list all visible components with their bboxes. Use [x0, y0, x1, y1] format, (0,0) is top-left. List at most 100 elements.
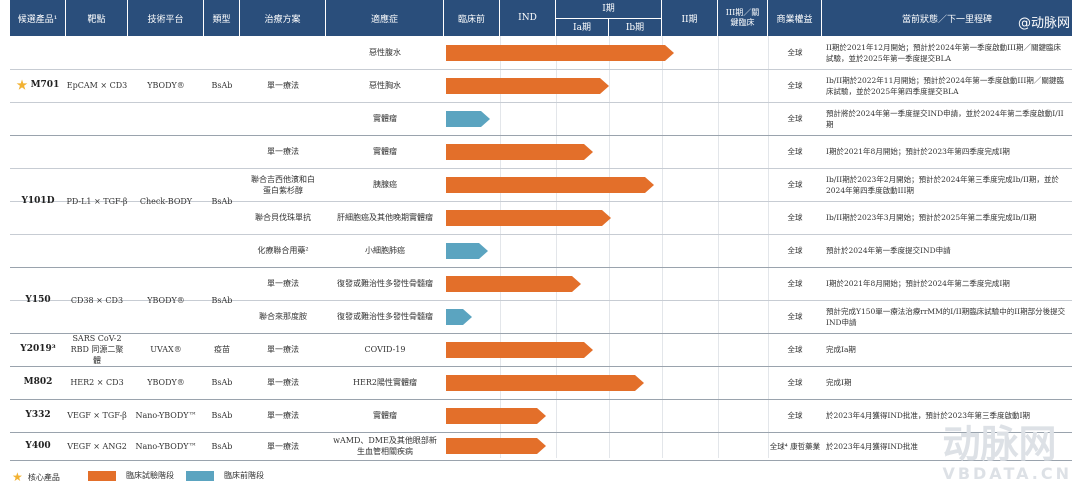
- row-divider: [10, 201, 1072, 202]
- regimen: 聯合吉西他濱和白蛋白紫杉醇: [251, 174, 315, 195]
- commercial-rights: 全球: [787, 213, 803, 222]
- product-platform: Nano-YBODY™: [135, 411, 197, 420]
- legend-core: ★ 核心產品: [12, 470, 60, 484]
- status-milestone: 於2023年4月獲得IND批准，預計於2023年第三季度啟動I期: [826, 411, 1030, 420]
- status-milestone: Ib/II期於2023年3月開始；預計於2025年第二季度完成Ib/II期: [826, 213, 1037, 222]
- regimen: 聯合貝伐珠單抗: [255, 213, 311, 222]
- preclinical-progress-bar: [446, 111, 490, 127]
- product-target: VEGF × TGF-β: [67, 411, 127, 420]
- clinical-progress-bar: [446, 144, 593, 160]
- indication: 小細胞肺癌: [365, 246, 405, 255]
- status-milestone: 完成I期: [826, 378, 852, 387]
- product-target: VEGF × ANG2: [67, 441, 127, 451]
- clinical-progress-bar: [446, 408, 546, 424]
- product-target: PD-L1 × TGF-β: [66, 196, 128, 206]
- row-divider: [10, 168, 1072, 169]
- status-milestone: 預計將於2024年第一季度提交IND申請，並於2024年第二季度啟動I/II期: [826, 108, 1064, 129]
- product-target: EpCAM × CD3: [66, 81, 128, 90]
- col-divider: [718, 36, 719, 458]
- commercial-rights: 全球: [787, 48, 803, 57]
- legend-clinical-swatch: [88, 470, 116, 481]
- group-divider: [10, 399, 1072, 400]
- product-type: BsAb: [211, 295, 233, 305]
- row-divider: [10, 234, 1072, 235]
- status-milestone: Ib/II期於2023年2月開始；預計於2024年第三季度完成Ib/II期，並於…: [826, 174, 1059, 195]
- regimen: 單一療法: [267, 81, 299, 90]
- product-name: Y150: [25, 294, 51, 305]
- commercial-rights: 全球: [787, 147, 803, 156]
- preclinical-progress-bar: [446, 309, 472, 325]
- product-platform: YBODY®: [147, 81, 185, 90]
- commercial-rights: 全球: [787, 180, 803, 189]
- indication: 復發或難治性多發性骨髓瘤: [337, 312, 433, 321]
- commercial-rights: 全球: [787, 246, 803, 255]
- status-milestone: I期於2021年8月開始；預計於2024年第二季度完成I期: [826, 279, 1010, 288]
- col-divider: [768, 36, 769, 458]
- indication: COVID-19: [364, 345, 406, 354]
- product-platform: UVAX®: [150, 345, 182, 354]
- product-type: BsAb: [211, 81, 233, 90]
- clinical-progress-bar: [446, 45, 674, 61]
- indication: 惡性腹水: [369, 48, 401, 57]
- product-platform: Check-BODY: [139, 196, 193, 206]
- group-divider: [10, 267, 1072, 268]
- clinical-progress-bar: [446, 375, 644, 391]
- watermark-bottom: 动脉网 VBDATA.CN: [942, 422, 1072, 483]
- indication: 肝細胞癌及其他晚期實體瘤: [337, 213, 433, 222]
- regimen: 單一療法: [267, 411, 299, 420]
- header-rights: 商業權益: [768, 0, 822, 36]
- header-phase1a: Ia期: [556, 19, 609, 37]
- product-type: BsAb: [211, 378, 233, 387]
- status-milestone: I期於2021年8月開始；預計於2023年第四季度完成I期: [826, 147, 1010, 156]
- header-indication: 適應症: [326, 0, 444, 36]
- status-milestone: Ib/II期於2022年11月開始；預計於2024年第一季度啟動III期／關鍵臨…: [826, 75, 1064, 96]
- status-milestone: 於2023年4月獲得IND批准: [826, 441, 918, 451]
- header-regimen: 治療方案: [240, 0, 326, 36]
- commercial-rights: 全球: [787, 345, 803, 354]
- regimen: 化療聯合用藥²: [257, 246, 309, 255]
- watermark-top: @动脉网: [1017, 16, 1070, 31]
- commercial-rights: 全球: [787, 378, 803, 387]
- header-ind: IND: [500, 0, 556, 36]
- clinical-progress-bar: [446, 210, 611, 226]
- indication: 實體瘤: [373, 411, 397, 420]
- clinical-progress-bar: [446, 276, 581, 292]
- legend-preclinical-swatch: [186, 470, 214, 481]
- header-phase1-label: I期: [556, 0, 661, 19]
- header-phase3: III期／關鍵臨床: [718, 0, 768, 36]
- regimen: 單一療法: [267, 378, 299, 387]
- group-divider: [10, 366, 1072, 367]
- product-platform: YBODY®: [147, 295, 185, 305]
- legend-preclinical: 臨床前階段: [186, 470, 264, 481]
- indication: HER2陽性實體瘤: [353, 378, 417, 387]
- indication: 實體瘤: [373, 147, 397, 156]
- product-name: Y400: [25, 440, 51, 451]
- product-name: ★ M701: [16, 78, 60, 92]
- group-divider: [10, 333, 1072, 334]
- header-phase2: II期: [662, 0, 718, 36]
- regimen: 單一療法: [267, 441, 299, 451]
- product-platform: Nano-YBODY™: [135, 441, 197, 451]
- clinical-progress-bar: [446, 342, 593, 358]
- product-name: Y332: [25, 410, 51, 420]
- product-name: Y101D: [21, 195, 55, 206]
- clinical-progress-bar: [446, 177, 654, 193]
- product-target: HER2 × CD3: [70, 378, 124, 387]
- col-divider: [662, 36, 663, 458]
- col-divider: [609, 36, 610, 458]
- product-target: SARS CoV-2 RBD 同源二聚體: [70, 334, 124, 365]
- header-status: 當前狀態／下一里程碑: [822, 0, 1072, 36]
- legend-core-label: 核心產品: [27, 472, 60, 482]
- product-name: M802: [23, 377, 53, 387]
- product-name: Y2019³: [20, 344, 56, 354]
- commercial-rights: 全球: [787, 279, 803, 288]
- header-phase1: I期 Ia期 Ib期: [556, 0, 662, 37]
- legend-clinical: 臨床試驗階段: [88, 470, 174, 481]
- product-type: BsAb: [211, 411, 233, 420]
- status-milestone: 預計於2024年第一季度提交IND申請: [826, 246, 951, 255]
- star-icon: ★: [16, 78, 28, 92]
- header-platform: 技術平台: [128, 0, 204, 36]
- indication: wAMD、DME及其他眼部新生血管相關疾病: [333, 436, 437, 456]
- legend-clinical-label: 臨床試驗階段: [126, 471, 174, 480]
- product-type: 疫苗: [214, 345, 230, 354]
